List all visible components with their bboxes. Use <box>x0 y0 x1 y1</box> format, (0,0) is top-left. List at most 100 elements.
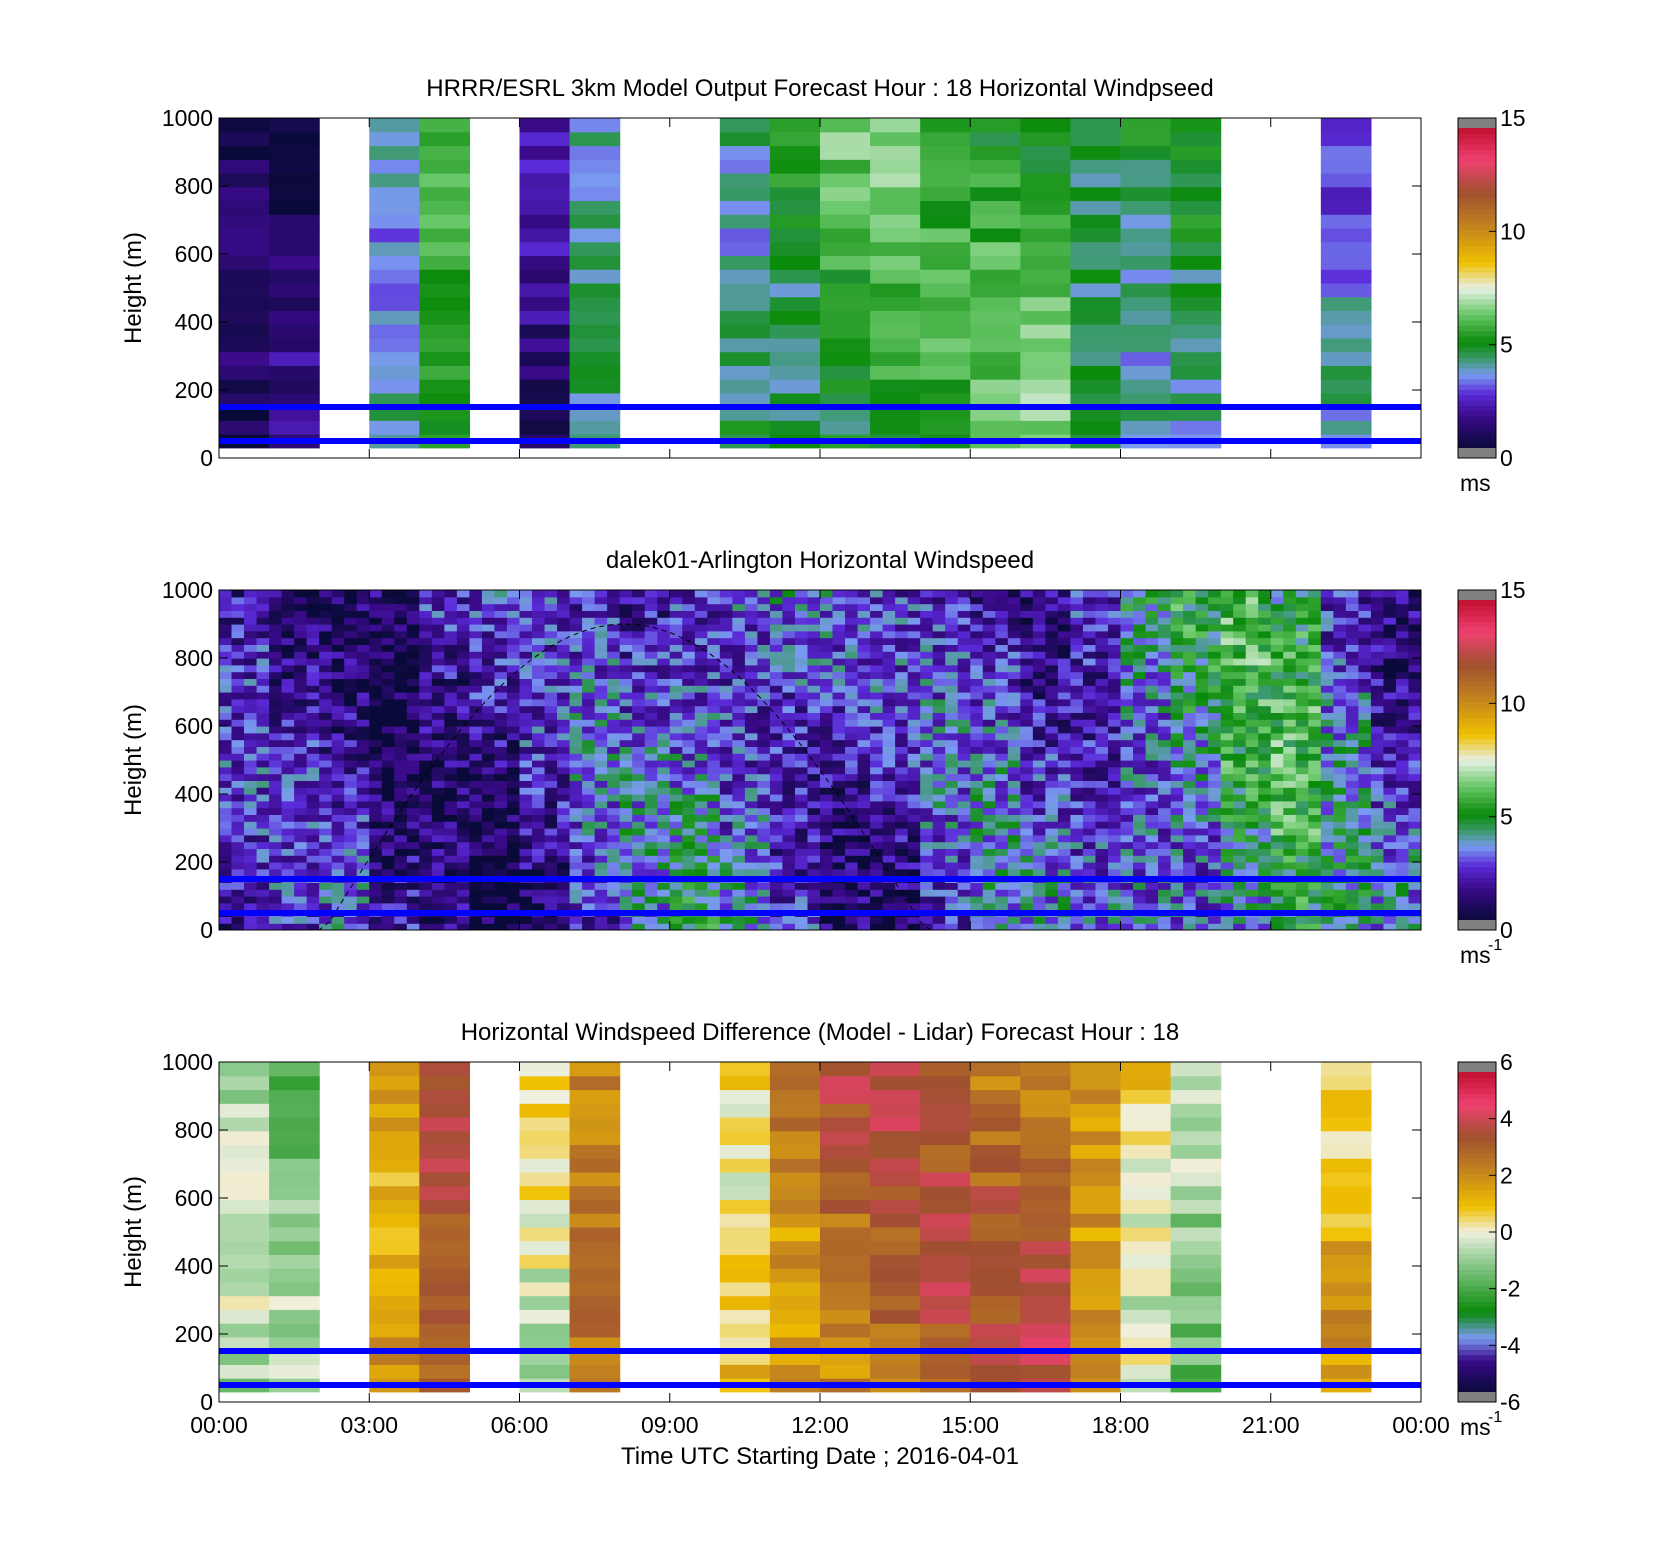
heatmap-cell <box>244 842 257 849</box>
heatmap-cell <box>732 794 745 801</box>
heatmap-cell <box>970 283 1021 297</box>
heatmap-cell <box>883 814 896 821</box>
heatmap-cell <box>958 862 971 869</box>
colorbar-swatch <box>1458 379 1496 385</box>
heatmap-cell <box>219 352 270 366</box>
heatmap-cell <box>1208 604 1221 611</box>
heatmap-cell <box>770 685 783 692</box>
heatmap-cell <box>307 672 320 679</box>
heatmap-cell <box>545 794 558 801</box>
heatmap-cell <box>369 814 382 821</box>
heatmap-cell <box>657 862 670 869</box>
heatmap-cell <box>858 855 871 862</box>
heatmap-cell <box>419 132 470 146</box>
heatmap-cell <box>620 740 633 747</box>
heatmap-cell <box>682 903 695 910</box>
heatmap-cell <box>807 814 820 821</box>
heatmap-cell <box>532 597 545 604</box>
heatmap-cell <box>908 814 921 821</box>
heatmap-cell <box>795 699 808 706</box>
heatmap-cell <box>908 821 921 828</box>
heatmap-cell <box>820 297 871 311</box>
heatmap-cell <box>1083 624 1096 631</box>
heatmap-cell <box>745 665 758 672</box>
heatmap-cell <box>532 862 545 869</box>
heatmap-cell <box>1070 896 1083 903</box>
heatmap-cell <box>294 665 307 672</box>
heatmap-cell <box>394 780 407 787</box>
heatmap-cell <box>369 604 382 611</box>
heatmap-cell <box>1321 774 1334 781</box>
heatmap-cell <box>732 753 745 760</box>
heatmap-cell <box>1020 808 1033 815</box>
heatmap-cell <box>695 740 708 747</box>
heatmap-cell <box>520 923 533 930</box>
heatmap-cell <box>545 638 558 645</box>
heatmap-cell <box>344 712 357 719</box>
heatmap-cell <box>1133 916 1146 923</box>
heatmap-cell <box>1133 787 1146 794</box>
heatmap-cell <box>432 692 445 699</box>
heatmap-cell <box>1208 862 1221 869</box>
heatmap-cell <box>1083 651 1096 658</box>
heatmap-cell <box>645 631 658 638</box>
heatmap-cell <box>657 638 670 645</box>
heatmap-cell <box>858 801 871 808</box>
heatmap-cell <box>1020 814 1033 821</box>
heatmap-cell <box>1121 631 1134 638</box>
heatmap-cell <box>382 842 395 849</box>
heatmap-cell <box>1333 869 1346 876</box>
heatmap-cell <box>895 923 908 930</box>
heatmap-cell <box>457 733 470 740</box>
heatmap-cell <box>219 821 232 828</box>
heatmap-cell <box>1158 767 1171 774</box>
heatmap-cell <box>1108 610 1121 617</box>
heatmap-cell <box>795 706 808 713</box>
heatmap-cell <box>269 590 282 597</box>
heatmap-cell <box>945 767 958 774</box>
heatmap-cell <box>269 617 282 624</box>
heatmap-cell <box>332 767 345 774</box>
heatmap-cell <box>895 644 908 651</box>
heatmap-cell <box>695 706 708 713</box>
heatmap-cell <box>1333 794 1346 801</box>
heatmap-cell <box>1158 855 1171 862</box>
heatmap-cell <box>469 780 482 787</box>
heatmap-cell <box>369 200 420 214</box>
heatmap-cell <box>820 923 833 930</box>
heatmap-cell <box>970 617 983 624</box>
heatmap-cell <box>757 651 770 658</box>
heatmap-cell <box>244 862 257 869</box>
heatmap-cell <box>970 159 1021 173</box>
heatmap-cell <box>833 726 846 733</box>
heatmap-cell <box>532 638 545 645</box>
heatmap-cell <box>782 869 795 876</box>
colorbar-swatch <box>1458 395 1496 401</box>
heatmap-cell <box>795 848 808 855</box>
heatmap-cell <box>1008 610 1021 617</box>
heatmap-cell <box>532 808 545 815</box>
heatmap-cell <box>469 617 482 624</box>
heatmap-cell <box>707 916 720 923</box>
heatmap-cell <box>520 780 533 787</box>
heatmap-cell <box>469 787 482 794</box>
heatmap-cell <box>1008 774 1021 781</box>
heatmap-cell <box>1321 923 1334 930</box>
heatmap-cell <box>1321 672 1334 679</box>
heatmap-cell <box>845 753 858 760</box>
heatmap-cell <box>1196 780 1209 787</box>
heatmap-cell <box>757 617 770 624</box>
heatmap-cell <box>545 916 558 923</box>
heatmap-cell <box>494 842 507 849</box>
heatmap-cell <box>570 767 583 774</box>
heatmap-cell <box>1108 638 1121 645</box>
heatmap-cell <box>457 631 470 638</box>
heatmap-cell <box>494 787 507 794</box>
heatmap-cell <box>332 610 345 617</box>
heatmap-cell <box>1271 644 1284 651</box>
heatmap-cell <box>732 780 745 787</box>
heatmap-cell <box>244 821 257 828</box>
heatmap-cell <box>570 590 583 597</box>
heatmap-cell <box>732 882 745 889</box>
heatmap-cell <box>369 365 420 379</box>
